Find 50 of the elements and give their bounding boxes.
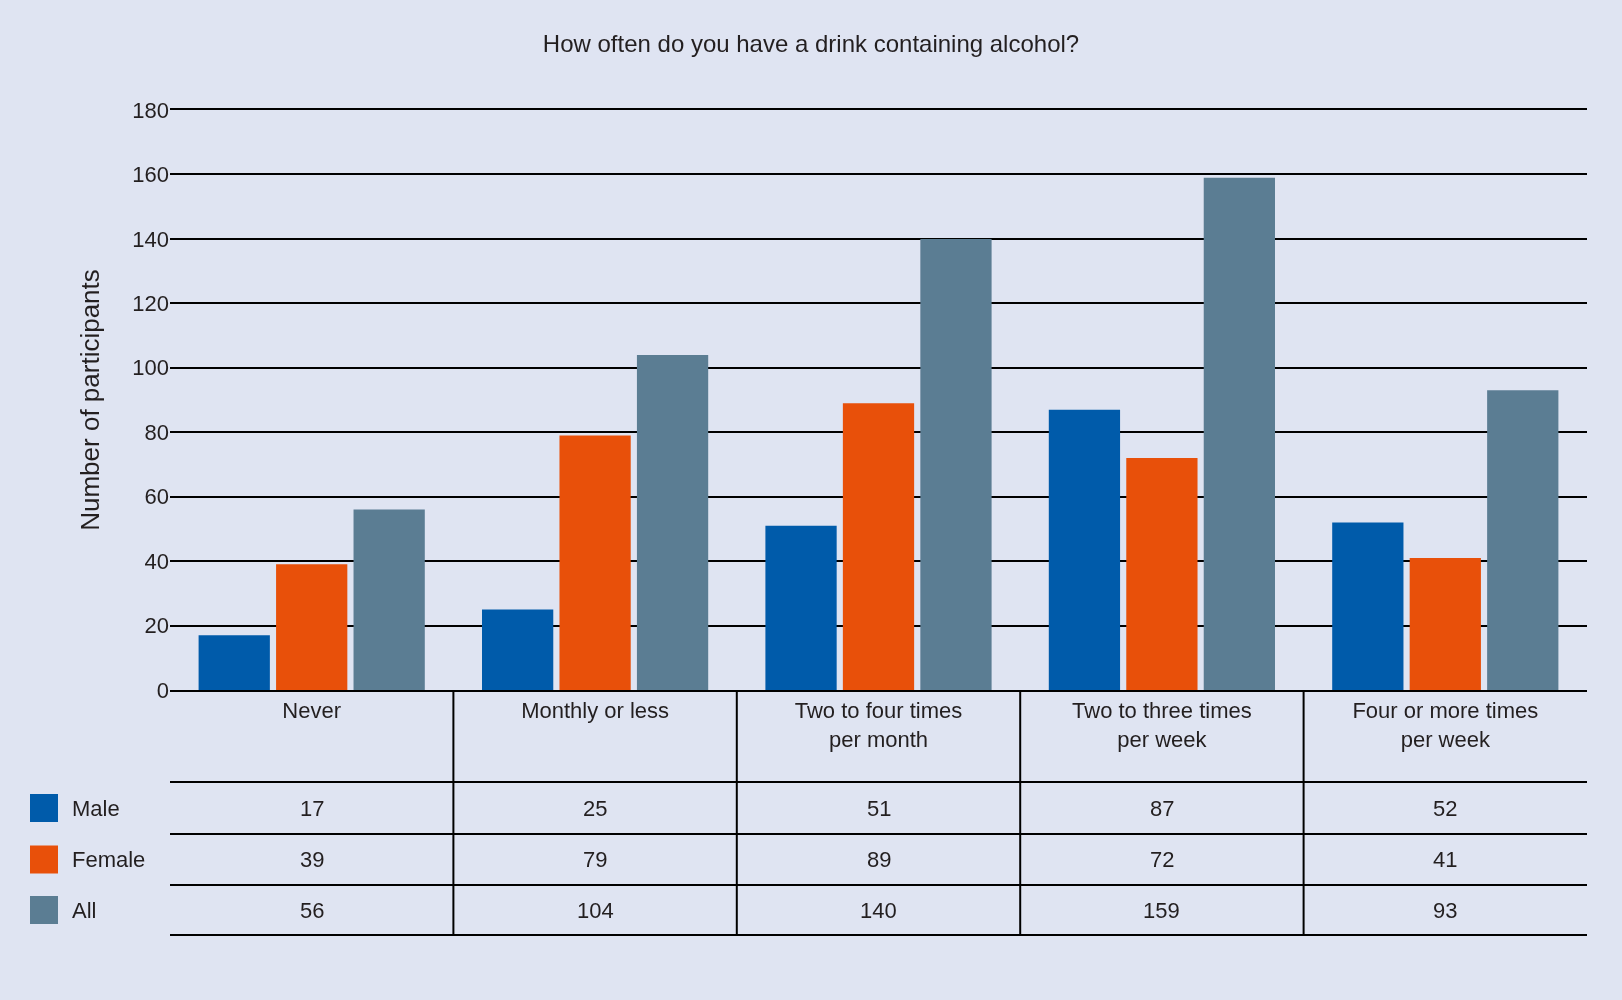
data-label: 104 [577, 898, 614, 923]
legend-label: Male [72, 796, 120, 821]
x-tick-label: Two to three times per week [1072, 698, 1252, 752]
bar [198, 635, 270, 690]
bar [353, 509, 425, 690]
bar [482, 609, 554, 690]
bar [1048, 409, 1121, 690]
bar [636, 354, 709, 690]
y-tick-label: 140 [132, 226, 169, 252]
y-tick-label: 120 [132, 291, 169, 317]
data-label: 39 [300, 847, 325, 872]
y-tick-label: 60 [144, 484, 169, 510]
data-label: 140 [860, 898, 897, 923]
bar [1487, 390, 1559, 690]
y-tick-label: 20 [144, 613, 169, 639]
x-tick-label: Two to four times per month [794, 698, 963, 752]
legend-label: All [72, 898, 97, 923]
x-tick-label: Never [282, 698, 342, 724]
data-label: 89 [867, 847, 892, 872]
chart-title: How often do you have a drink containing alcohol? [542, 29, 1080, 57]
data-label: 93 [1433, 898, 1458, 923]
data-label: 87 [1150, 796, 1175, 821]
y-tick-label: 180 [132, 97, 169, 123]
data-label: 52 [1433, 796, 1458, 821]
bar [276, 564, 348, 690]
y-tick-label: 100 [132, 355, 169, 381]
bar [1332, 522, 1404, 690]
y-axis-title: Number of participants [74, 269, 105, 531]
y-tick-label: 0 [156, 677, 169, 703]
bar [842, 403, 915, 690]
data-label: 51 [867, 796, 892, 821]
y-tick-label: 80 [144, 419, 169, 445]
legend-label: Female [72, 847, 146, 872]
bar [559, 435, 631, 690]
x-tick-label: Four or more times per week [1352, 698, 1539, 752]
bar [1126, 458, 1198, 690]
bar [920, 238, 992, 690]
data-label: 56 [300, 898, 325, 923]
x-tick-label: Monthly or less [521, 698, 670, 724]
data-label: 72 [1150, 847, 1175, 872]
data-label: 17 [300, 796, 325, 821]
data-label: 79 [583, 847, 608, 872]
y-tick-label: 160 [132, 162, 169, 188]
bar [1409, 557, 1481, 690]
bar [1203, 177, 1275, 690]
bar [765, 525, 837, 690]
data-label: 159 [1143, 898, 1180, 923]
data-label: 41 [1433, 847, 1458, 872]
data-label: 25 [583, 796, 608, 821]
y-tick-label: 40 [144, 548, 169, 574]
